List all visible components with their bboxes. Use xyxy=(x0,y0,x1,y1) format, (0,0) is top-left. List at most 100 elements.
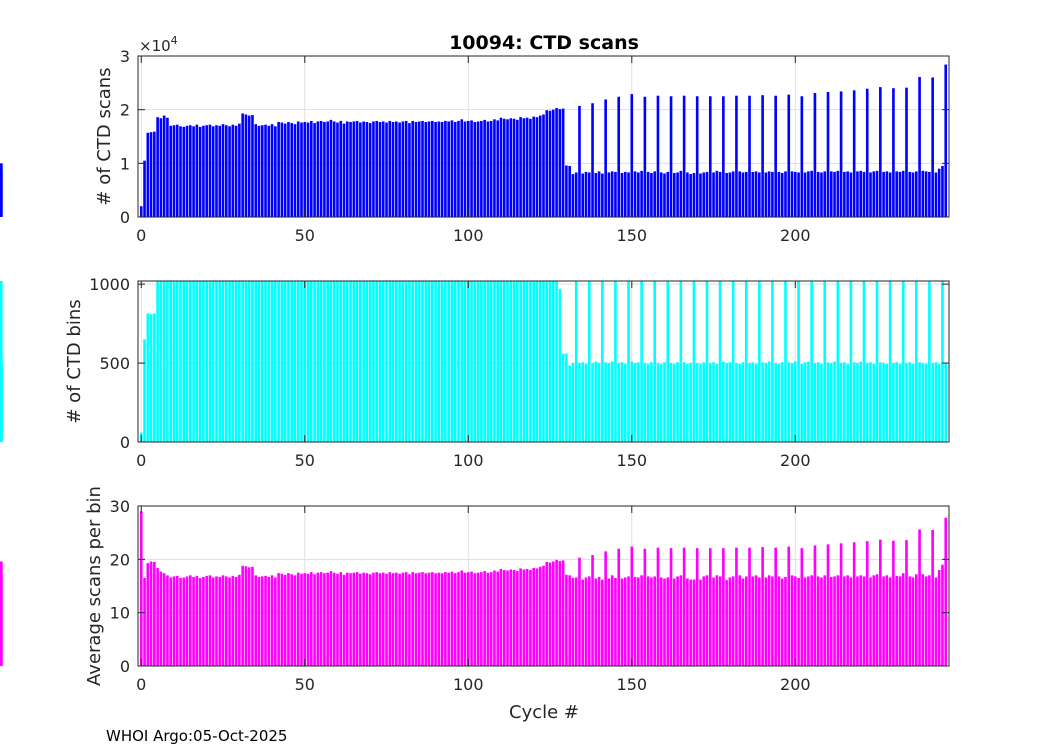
bar xyxy=(189,575,192,666)
bar xyxy=(408,123,411,217)
bar xyxy=(712,577,715,666)
bar xyxy=(676,576,679,666)
bar xyxy=(637,577,640,666)
bar xyxy=(0,561,3,666)
bar xyxy=(941,166,944,217)
bar xyxy=(156,281,159,442)
bar xyxy=(447,572,450,666)
bar xyxy=(368,123,372,217)
bar xyxy=(274,281,277,442)
bar xyxy=(424,281,428,442)
bar xyxy=(669,96,673,217)
bar xyxy=(695,96,699,217)
bar xyxy=(411,572,415,666)
bar xyxy=(682,362,686,442)
bar xyxy=(735,363,738,442)
bar xyxy=(417,281,421,442)
bar xyxy=(417,121,421,217)
bar xyxy=(502,281,506,442)
bar xyxy=(306,573,310,666)
bar xyxy=(607,172,611,217)
bar xyxy=(388,281,392,442)
bar xyxy=(499,281,503,442)
bar xyxy=(192,281,195,442)
bar xyxy=(166,117,169,217)
bar xyxy=(623,363,627,442)
bar xyxy=(790,363,794,442)
bar xyxy=(440,122,444,217)
bar xyxy=(787,94,791,217)
bar xyxy=(512,570,516,666)
bar xyxy=(509,281,513,442)
y-tick-label: 10 xyxy=(110,604,130,623)
bar xyxy=(718,171,722,217)
bar xyxy=(283,574,287,666)
bar xyxy=(754,171,758,217)
bar xyxy=(669,363,673,442)
bar xyxy=(774,363,777,442)
bar xyxy=(195,575,199,666)
bar xyxy=(780,578,784,666)
bar xyxy=(395,121,398,217)
bar xyxy=(172,576,176,666)
bar xyxy=(908,576,912,666)
bar xyxy=(924,363,928,442)
bar xyxy=(398,573,401,666)
bar xyxy=(345,281,349,442)
bar xyxy=(843,171,846,217)
bar xyxy=(865,541,869,666)
bar xyxy=(571,578,575,666)
bar xyxy=(221,124,225,217)
bar xyxy=(630,546,634,666)
bar xyxy=(829,576,833,666)
bar xyxy=(211,281,215,442)
bar xyxy=(673,172,676,217)
bar xyxy=(179,578,182,666)
bar xyxy=(205,281,208,442)
bar xyxy=(604,99,607,217)
bar xyxy=(797,172,800,217)
bar xyxy=(139,511,143,666)
bar xyxy=(202,281,205,442)
bar xyxy=(597,576,601,666)
bar xyxy=(542,114,545,217)
bar xyxy=(381,121,385,217)
bar xyxy=(826,544,830,666)
bar xyxy=(238,123,241,217)
bar xyxy=(0,363,3,442)
bar xyxy=(391,573,395,666)
bar xyxy=(793,361,797,442)
bar xyxy=(339,281,343,442)
bar xyxy=(793,576,797,666)
bar xyxy=(440,281,444,442)
bar xyxy=(453,281,457,442)
bar xyxy=(594,172,598,217)
bar xyxy=(552,109,555,217)
bar xyxy=(601,281,604,442)
bar xyxy=(182,126,186,217)
bar xyxy=(460,119,464,217)
bar xyxy=(728,362,732,442)
bar xyxy=(712,172,715,217)
bar xyxy=(771,281,774,442)
bar xyxy=(911,577,915,666)
bar xyxy=(771,171,774,217)
bar xyxy=(260,125,264,217)
bar xyxy=(561,353,565,442)
bar xyxy=(470,120,473,217)
bar xyxy=(882,171,885,217)
bar xyxy=(522,281,526,442)
bar xyxy=(892,540,895,666)
bar xyxy=(516,571,519,666)
panel-avg-scans-y-tick-labels: 0 10 20 30 xyxy=(110,497,130,676)
bar xyxy=(754,363,758,442)
bar xyxy=(339,120,343,217)
bar xyxy=(725,172,728,217)
bar xyxy=(862,171,866,217)
bar xyxy=(574,577,578,666)
bar xyxy=(352,281,356,442)
bar xyxy=(182,281,186,442)
bar xyxy=(257,576,261,666)
bar xyxy=(175,575,179,666)
bar xyxy=(591,363,594,442)
